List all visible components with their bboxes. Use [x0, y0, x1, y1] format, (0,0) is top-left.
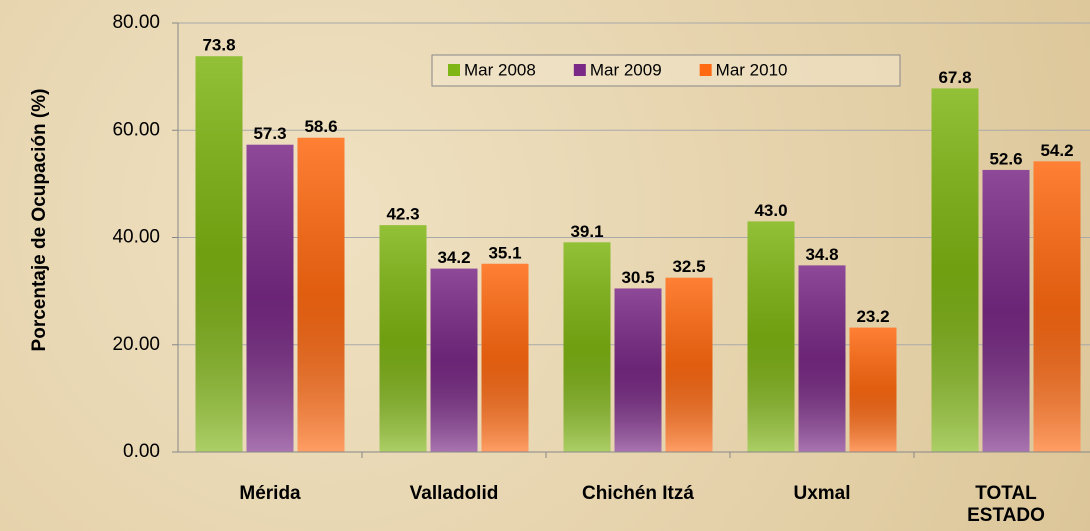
data-label: 23.2: [856, 307, 889, 326]
data-label: 35.1: [488, 243, 521, 262]
x-tick-label: Uxmal: [793, 483, 851, 504]
bar-shade: [563, 242, 611, 452]
x-tick-label: TOTAL ESTADO: [967, 483, 1045, 526]
y-axis-label: Porcentaje de Ocupación (%): [29, 89, 50, 352]
legend-box: [431, 54, 901, 87]
legend: Mar 2008 Mar 2009 Mar 2010: [431, 54, 901, 87]
bar-shade: [297, 137, 345, 452]
data-label: 32.5: [672, 257, 705, 276]
bar-shade: [614, 288, 662, 452]
y-tick-label: 80.00: [112, 12, 160, 33]
bar-shade: [430, 268, 478, 452]
data-label: 67.8: [938, 68, 971, 87]
legend-label: Mar 2010: [716, 60, 788, 79]
bar-shade: [195, 56, 243, 453]
x-tick-label: Mérida: [239, 483, 301, 504]
bar-shade: [798, 265, 846, 452]
data-label: 39.1: [570, 222, 603, 241]
x-tick-label: Valladolid: [409, 483, 499, 504]
data-label: 73.8: [202, 36, 235, 55]
bar-shade: [982, 169, 1030, 452]
y-tick-label: 60.00: [112, 119, 160, 140]
data-label: 34.2: [437, 248, 470, 267]
data-label: 54.2: [1040, 141, 1073, 160]
legend-swatch: [573, 64, 586, 76]
data-label: 43.0: [754, 201, 787, 220]
legend-swatch: [699, 64, 712, 76]
bar-shade: [747, 221, 795, 452]
x-tick-label: Chichén Itzá: [582, 483, 694, 504]
bar-shade: [849, 327, 897, 452]
bar-shade: [1033, 161, 1081, 453]
y-tick-label: 40.00: [112, 227, 160, 248]
data-label: 34.8: [805, 245, 838, 264]
y-tick-label: 20.00: [112, 334, 160, 355]
data-label: 52.6: [989, 149, 1022, 168]
y-tick-label: 0.00: [123, 441, 160, 462]
bar-shade: [481, 263, 529, 452]
data-label: 58.6: [304, 117, 337, 136]
legend-swatch: [448, 64, 460, 76]
data-label: 30.5: [621, 268, 654, 287]
data-label: 42.3: [386, 205, 419, 224]
bar-shade: [379, 225, 427, 452]
legend-label: Mar 2009: [590, 60, 662, 79]
bar-shade: [246, 144, 294, 452]
bar-shade: [665, 277, 713, 452]
legend-label: Mar 2008: [464, 60, 536, 79]
bar-shade: [931, 88, 979, 453]
data-label: 57.3: [253, 124, 286, 143]
